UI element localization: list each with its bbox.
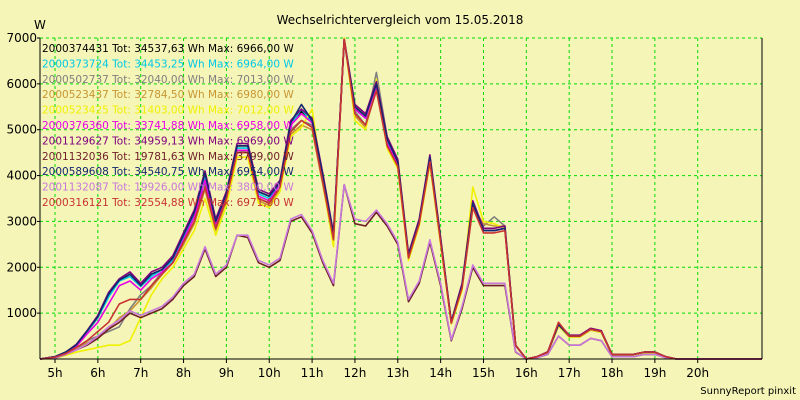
y-tick-label: 7000 bbox=[6, 31, 37, 45]
y-tick-label: 2000 bbox=[6, 260, 37, 274]
legend-entry-8: 2000589608 Tot: 34540,75 Wh Max: 6954,00… bbox=[42, 166, 294, 178]
x-axis-ticks: 5h 6h 7h 8h 9h 10h 11h 12h 13h 14h 15h 16h 17h 18h 19h… bbox=[47, 359, 709, 380]
axes bbox=[39, 38, 763, 360]
x-tick-label: 10h bbox=[258, 366, 281, 380]
x-tick-label: 9h bbox=[219, 366, 234, 380]
y-tick-label: 1000 bbox=[6, 306, 37, 320]
legend-entry-9: 2001132087 Tot: 19926,00 Wh Max: 3800,00… bbox=[42, 182, 294, 194]
x-tick-label: 15h bbox=[472, 366, 495, 380]
legend: 2000374431 Tot: 34537,63 Wh Max: 6966,00… bbox=[42, 43, 294, 209]
legend-entry-6: 2001129627 Tot: 34959,13 Wh Max: 6969,00… bbox=[42, 135, 294, 147]
x-tick-label: 14h bbox=[429, 366, 452, 380]
series-line-9 bbox=[39, 183, 762, 360]
x-tick-label: 17h bbox=[558, 366, 581, 380]
x-tick-label: 6h bbox=[90, 366, 105, 380]
x-tick-label: 13h bbox=[386, 366, 409, 380]
x-tick-label: 8h bbox=[176, 366, 191, 380]
x-tick-label: 19h bbox=[643, 366, 666, 380]
legend-entry-1: 2000373724 Tot: 34453,25 Wh Max: 6964,00… bbox=[42, 58, 294, 70]
legend-entry-5: 2000376360 Tot: 33741,88 Wh Max: 6958,00… bbox=[42, 120, 294, 132]
x-tick-label: 11h bbox=[301, 366, 324, 380]
legend-entry-4: 2000523425 Tot: 31403,00 Wh Max: 7012,00… bbox=[42, 105, 294, 117]
x-tick-label: 18h bbox=[601, 366, 624, 380]
series-line-10 bbox=[39, 38, 762, 360]
y-tick-label: 5000 bbox=[6, 123, 37, 137]
x-tick-label: 12h bbox=[344, 366, 367, 380]
legend-entry-3: 2000523437 Tot: 32784,50 Wh Max: 6980,00… bbox=[42, 89, 294, 101]
legend-entry-2: 2000502737 Tot: 32040,00 Wh Max: 7013,00… bbox=[42, 74, 294, 86]
y-axis-unit-label: W bbox=[34, 18, 46, 32]
y-axis-ticks: 1000 2000 3000 4000 5000 6000 7000 bbox=[6, 31, 40, 320]
grid-lines bbox=[40, 37, 762, 359]
legend-entry-7: 2001132036 Tot: 19781,63 Wh Max: 3799,00… bbox=[42, 151, 294, 163]
x-tick-label: 20h bbox=[686, 366, 709, 380]
y-tick-label: 4000 bbox=[6, 169, 37, 183]
footer-credit: SunnyReport pinxit bbox=[700, 386, 796, 397]
y-tick-label: 3000 bbox=[6, 214, 37, 228]
legend-entry-10: 2000316121 Tot: 32554,88 Wh Max: 6971,00… bbox=[42, 197, 294, 209]
x-tick-label: 5h bbox=[47, 366, 62, 380]
chart-title: Wechselrichtervergleich vom 15.05.2018 bbox=[277, 13, 524, 27]
legend-entry-0: 2000374431 Tot: 34537,63 Wh Max: 6966,00… bbox=[42, 43, 294, 55]
series-lines bbox=[39, 37, 762, 360]
x-tick-label: 7h bbox=[133, 366, 148, 380]
y-tick-label: 6000 bbox=[6, 77, 37, 91]
x-tick-label: 16h bbox=[515, 366, 538, 380]
